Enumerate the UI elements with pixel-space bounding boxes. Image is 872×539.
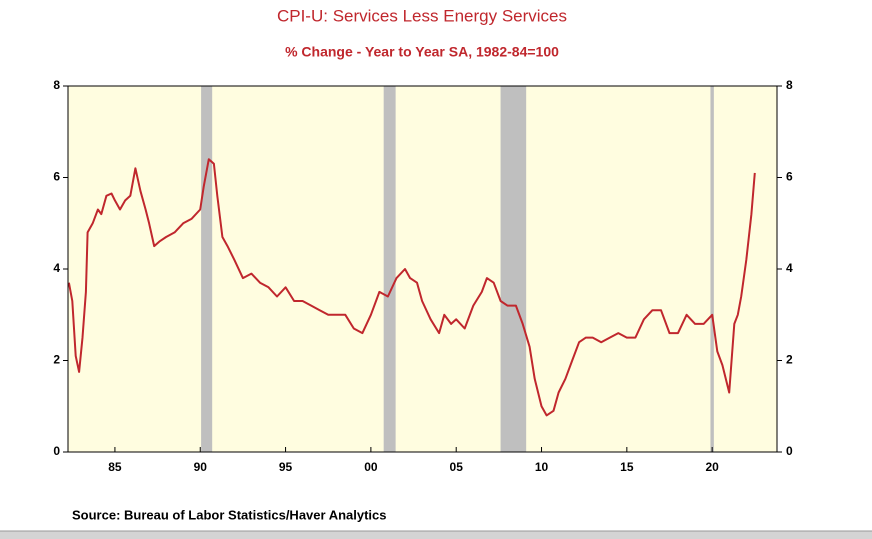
y-tick-label: 8 [53,78,60,92]
source-note: Source: Bureau of Labor Statistics/Haver… [72,507,387,522]
y-tick-label: 6 [53,170,60,184]
y2-tick-label: 8 [786,78,793,92]
recession-band [500,86,527,452]
y2-tick-label: 4 [786,261,793,275]
bottom-bar [0,531,872,539]
y-tick-label: 4 [53,261,60,275]
x-tick-label: 00 [364,460,378,474]
plot-frame [67,85,778,453]
x-tick-label: 05 [450,460,464,474]
x-tick-label: 90 [194,460,208,474]
y2-tick-label: 2 [786,353,793,367]
y2-tick-label: 0 [786,444,793,458]
x-tick-label: 10 [535,460,549,474]
plot-background [68,86,777,452]
y-tick-label: 0 [53,444,60,458]
chart-subtitle: % Change - Year to Year SA, 1982-84=100 [285,44,559,60]
x-tick-label: 85 [108,460,122,474]
y-tick-label: 2 [53,353,60,367]
chart-title: CPI-U: Services Less Energy Services [277,6,567,25]
recession-band [383,86,396,452]
recession-band [710,86,714,452]
series-line [67,158,756,417]
x-tick-label: 95 [279,460,293,474]
recession-band [201,86,213,452]
y2-tick-label: 6 [786,170,793,184]
x-tick-label: 15 [620,460,634,474]
x-tick-label: 20 [705,460,719,474]
